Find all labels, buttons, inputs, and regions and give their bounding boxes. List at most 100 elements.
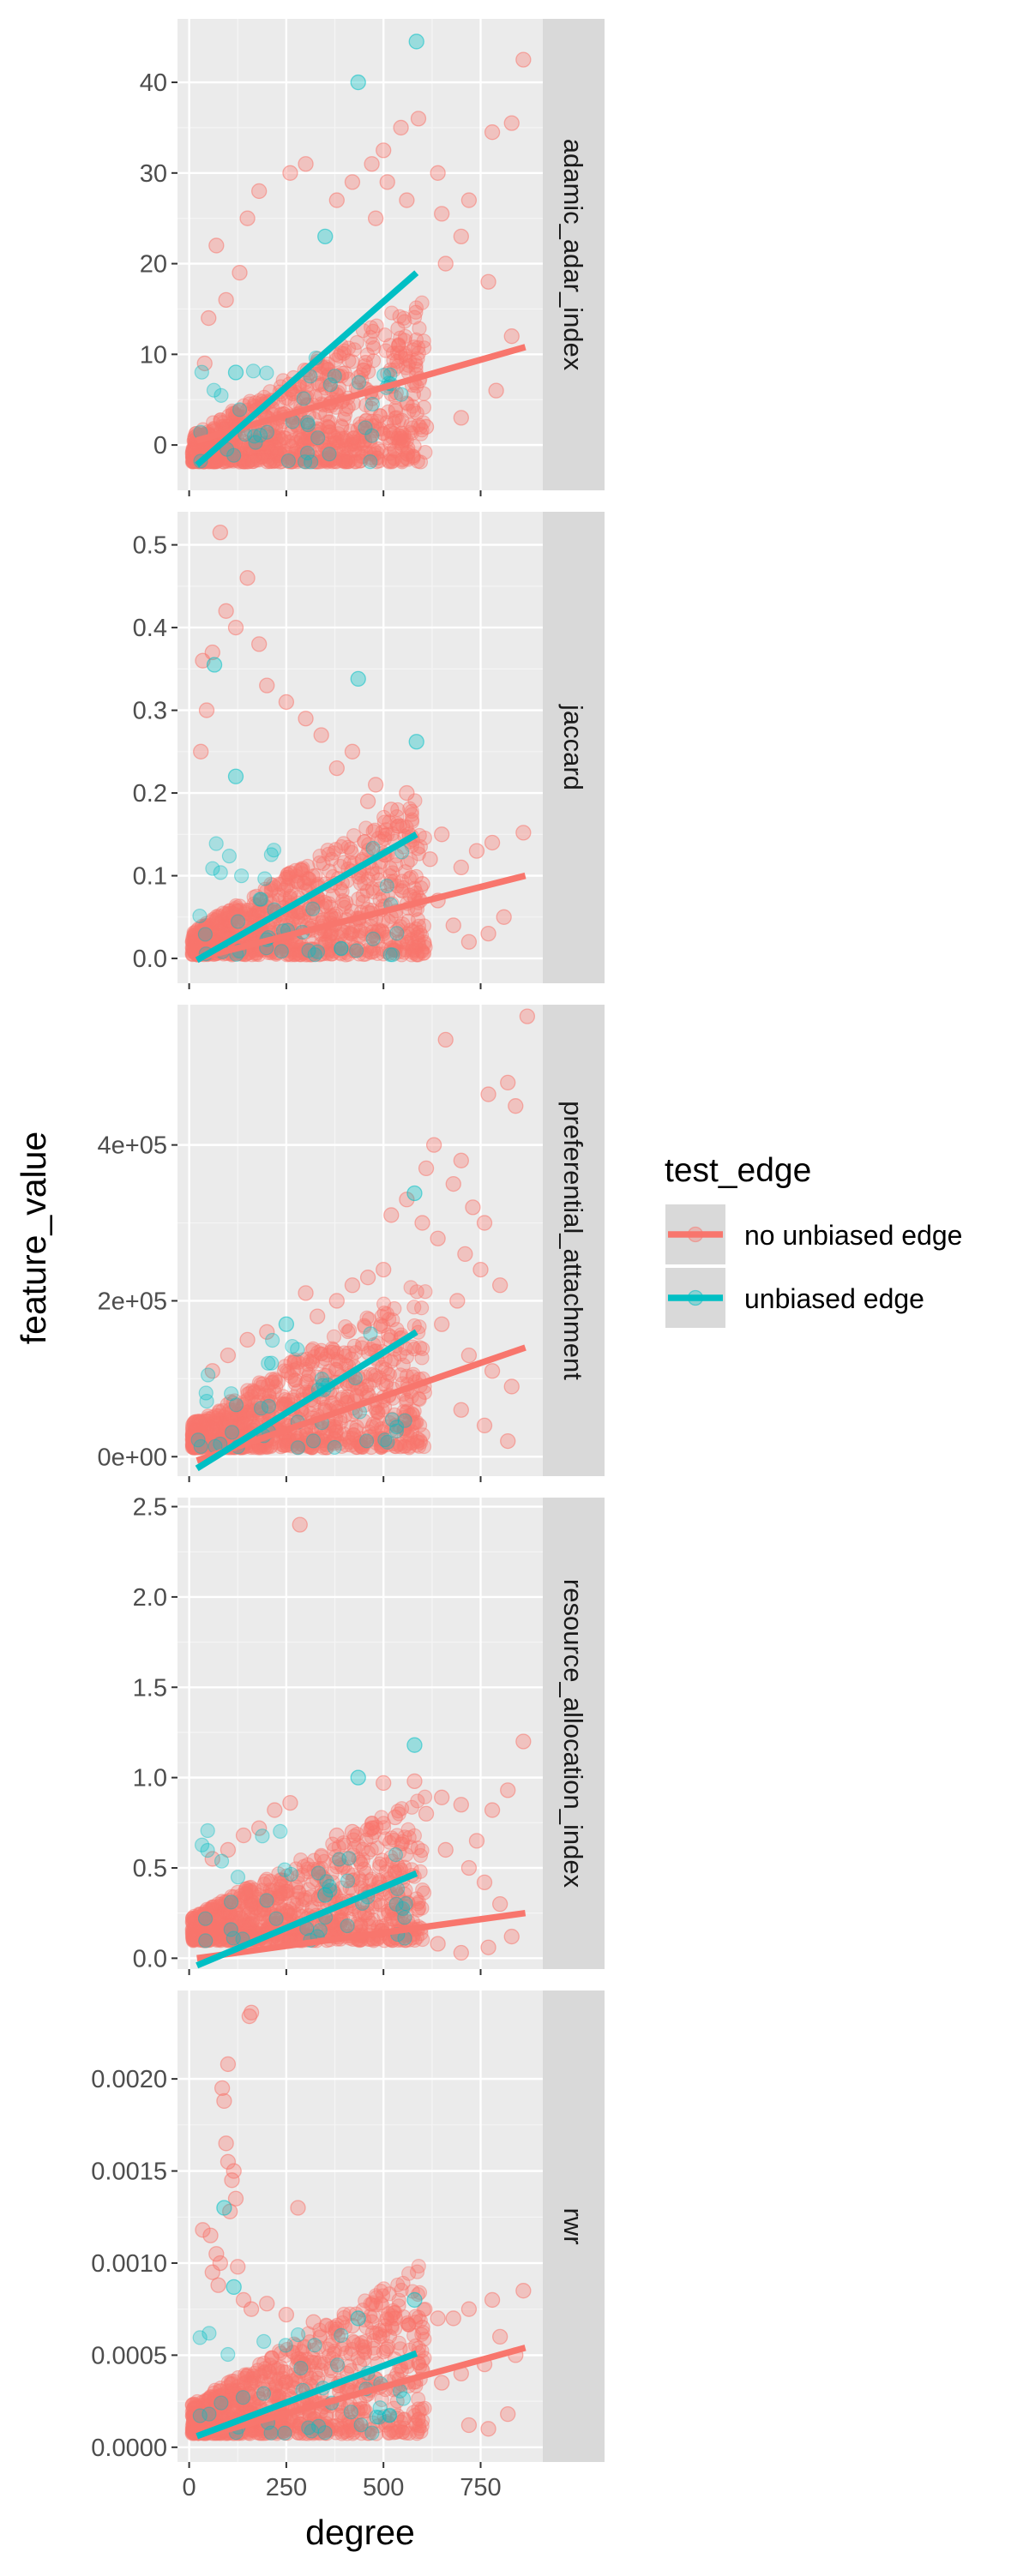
data-point	[410, 1285, 424, 1299]
data-point	[306, 902, 320, 916]
y-tick-label: 0.3	[133, 698, 167, 725]
data-point	[215, 2081, 230, 2095]
data-point	[413, 1341, 427, 1354]
data-point	[298, 1286, 313, 1300]
data-point	[504, 1930, 519, 1944]
data-point	[226, 1931, 240, 1945]
data-point	[430, 165, 445, 180]
data-point	[412, 1393, 426, 1407]
data-point	[246, 455, 260, 469]
data-point	[232, 915, 245, 928]
data-point	[485, 1803, 500, 1817]
data-point	[242, 2009, 256, 2024]
data-point	[364, 455, 377, 469]
data-point	[195, 365, 208, 379]
data-point	[356, 889, 370, 903]
data-point	[199, 703, 214, 718]
y-tick-label: 0.1	[133, 863, 167, 891]
data-point	[267, 844, 280, 857]
data-point	[508, 1099, 523, 1114]
data-point	[190, 2395, 204, 2409]
y-tick-label: 0.0010	[91, 2250, 167, 2278]
data-point	[186, 1912, 200, 1925]
y-tick-label: 20	[140, 251, 167, 279]
data-point	[194, 744, 208, 759]
data-point	[373, 1857, 387, 1870]
data-point	[427, 1138, 442, 1152]
y-tick-label: 1.5	[133, 1674, 167, 1702]
data-point	[405, 1800, 418, 1814]
data-point	[383, 1835, 397, 1849]
data-point	[260, 1894, 274, 1907]
data-point	[224, 1412, 238, 1426]
data-point	[493, 1278, 508, 1293]
facet-panel-resource-allocation-index: 0.00.51.01.52.02.5resource_allocation_in…	[133, 1494, 605, 1975]
data-point	[351, 75, 365, 90]
data-point	[501, 1434, 515, 1449]
y-tick-label: 0.0005	[91, 2342, 167, 2369]
data-point	[402, 404, 416, 417]
data-point	[376, 143, 391, 158]
data-point	[253, 892, 267, 906]
data-point	[262, 1384, 276, 1398]
data-point	[383, 862, 397, 875]
data-point	[345, 1278, 359, 1293]
data-point	[365, 397, 379, 411]
data-point	[256, 1829, 269, 1843]
data-point	[284, 439, 298, 453]
data-point	[409, 34, 424, 49]
data-point	[327, 1330, 340, 1343]
data-point	[485, 125, 500, 140]
data-point	[279, 1317, 293, 1331]
data-point	[329, 1294, 344, 1308]
data-point	[461, 1860, 476, 1875]
data-point	[187, 1417, 201, 1431]
data-point	[199, 1934, 213, 1948]
data-point	[438, 256, 453, 271]
data-point	[301, 418, 315, 432]
data-point	[281, 454, 295, 468]
data-point	[311, 1866, 325, 1880]
data-point	[228, 769, 243, 784]
data-point	[418, 832, 431, 845]
data-point	[283, 165, 298, 180]
data-point	[364, 1327, 377, 1341]
data-point	[368, 2346, 382, 2360]
data-point	[219, 292, 233, 307]
data-point	[232, 1870, 245, 1884]
data-point	[310, 1309, 325, 1324]
data-point	[306, 1342, 320, 1355]
data-point	[314, 2355, 328, 2369]
data-point	[323, 378, 337, 392]
data-point	[222, 850, 236, 863]
data-point	[496, 910, 511, 924]
data-point	[400, 786, 414, 801]
data-point	[392, 2336, 406, 2350]
data-point	[386, 454, 400, 468]
data-point	[318, 229, 333, 243]
y-tick-label: 0.5	[133, 1855, 167, 1882]
data-point	[394, 387, 408, 401]
data-point	[274, 1824, 287, 1838]
data-point	[485, 1364, 500, 1378]
data-point	[478, 1418, 492, 1432]
data-point	[450, 1294, 465, 1308]
y-tick-label: 30	[140, 160, 167, 188]
data-point	[380, 879, 394, 892]
data-point	[409, 735, 424, 749]
data-point	[398, 2421, 412, 2435]
data-point	[246, 1913, 260, 1927]
data-point	[394, 120, 408, 135]
data-point	[516, 52, 531, 67]
data-point	[278, 1863, 292, 1876]
data-point	[407, 1186, 422, 1201]
data-point	[504, 329, 519, 344]
data-point	[340, 1919, 354, 1933]
data-point	[461, 1348, 476, 1363]
data-point	[364, 1821, 379, 1835]
data-point	[327, 1420, 340, 1433]
data-point	[419, 1806, 434, 1821]
data-point	[342, 445, 356, 459]
y-tick-label: 0.0000	[91, 2435, 167, 2462]
